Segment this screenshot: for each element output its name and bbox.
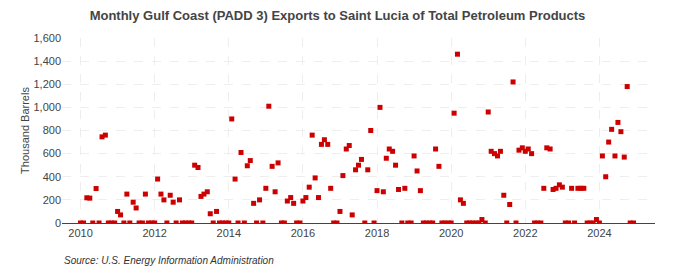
- svg-text:Monthly Gulf Coast (PADD 3) Ex: Monthly Gulf Coast (PADD 3) Exports to S…: [90, 8, 586, 23]
- svg-text:1,000: 1,000: [33, 101, 61, 113]
- svg-text:1,200: 1,200: [33, 78, 61, 90]
- svg-text:2014: 2014: [217, 227, 241, 239]
- svg-text:Source: U.S. Energy Informatio: Source: U.S. Energy Information Administ…: [64, 255, 274, 266]
- svg-text:0: 0: [55, 217, 61, 229]
- svg-text:600: 600: [43, 147, 61, 159]
- svg-text:2024: 2024: [587, 227, 611, 239]
- svg-text:2018: 2018: [365, 227, 389, 239]
- svg-text:200: 200: [43, 194, 61, 206]
- svg-text:2016: 2016: [291, 227, 315, 239]
- svg-text:2012: 2012: [142, 227, 166, 239]
- svg-text:2010: 2010: [68, 227, 92, 239]
- svg-text:2020: 2020: [439, 227, 463, 239]
- svg-text:Thousand Barrels: Thousand Barrels: [19, 87, 31, 174]
- svg-text:400: 400: [43, 171, 61, 183]
- svg-text:800: 800: [43, 124, 61, 136]
- svg-text:1,400: 1,400: [33, 55, 61, 67]
- svg-text:2022: 2022: [513, 227, 537, 239]
- svg-text:1,600: 1,600: [33, 32, 61, 44]
